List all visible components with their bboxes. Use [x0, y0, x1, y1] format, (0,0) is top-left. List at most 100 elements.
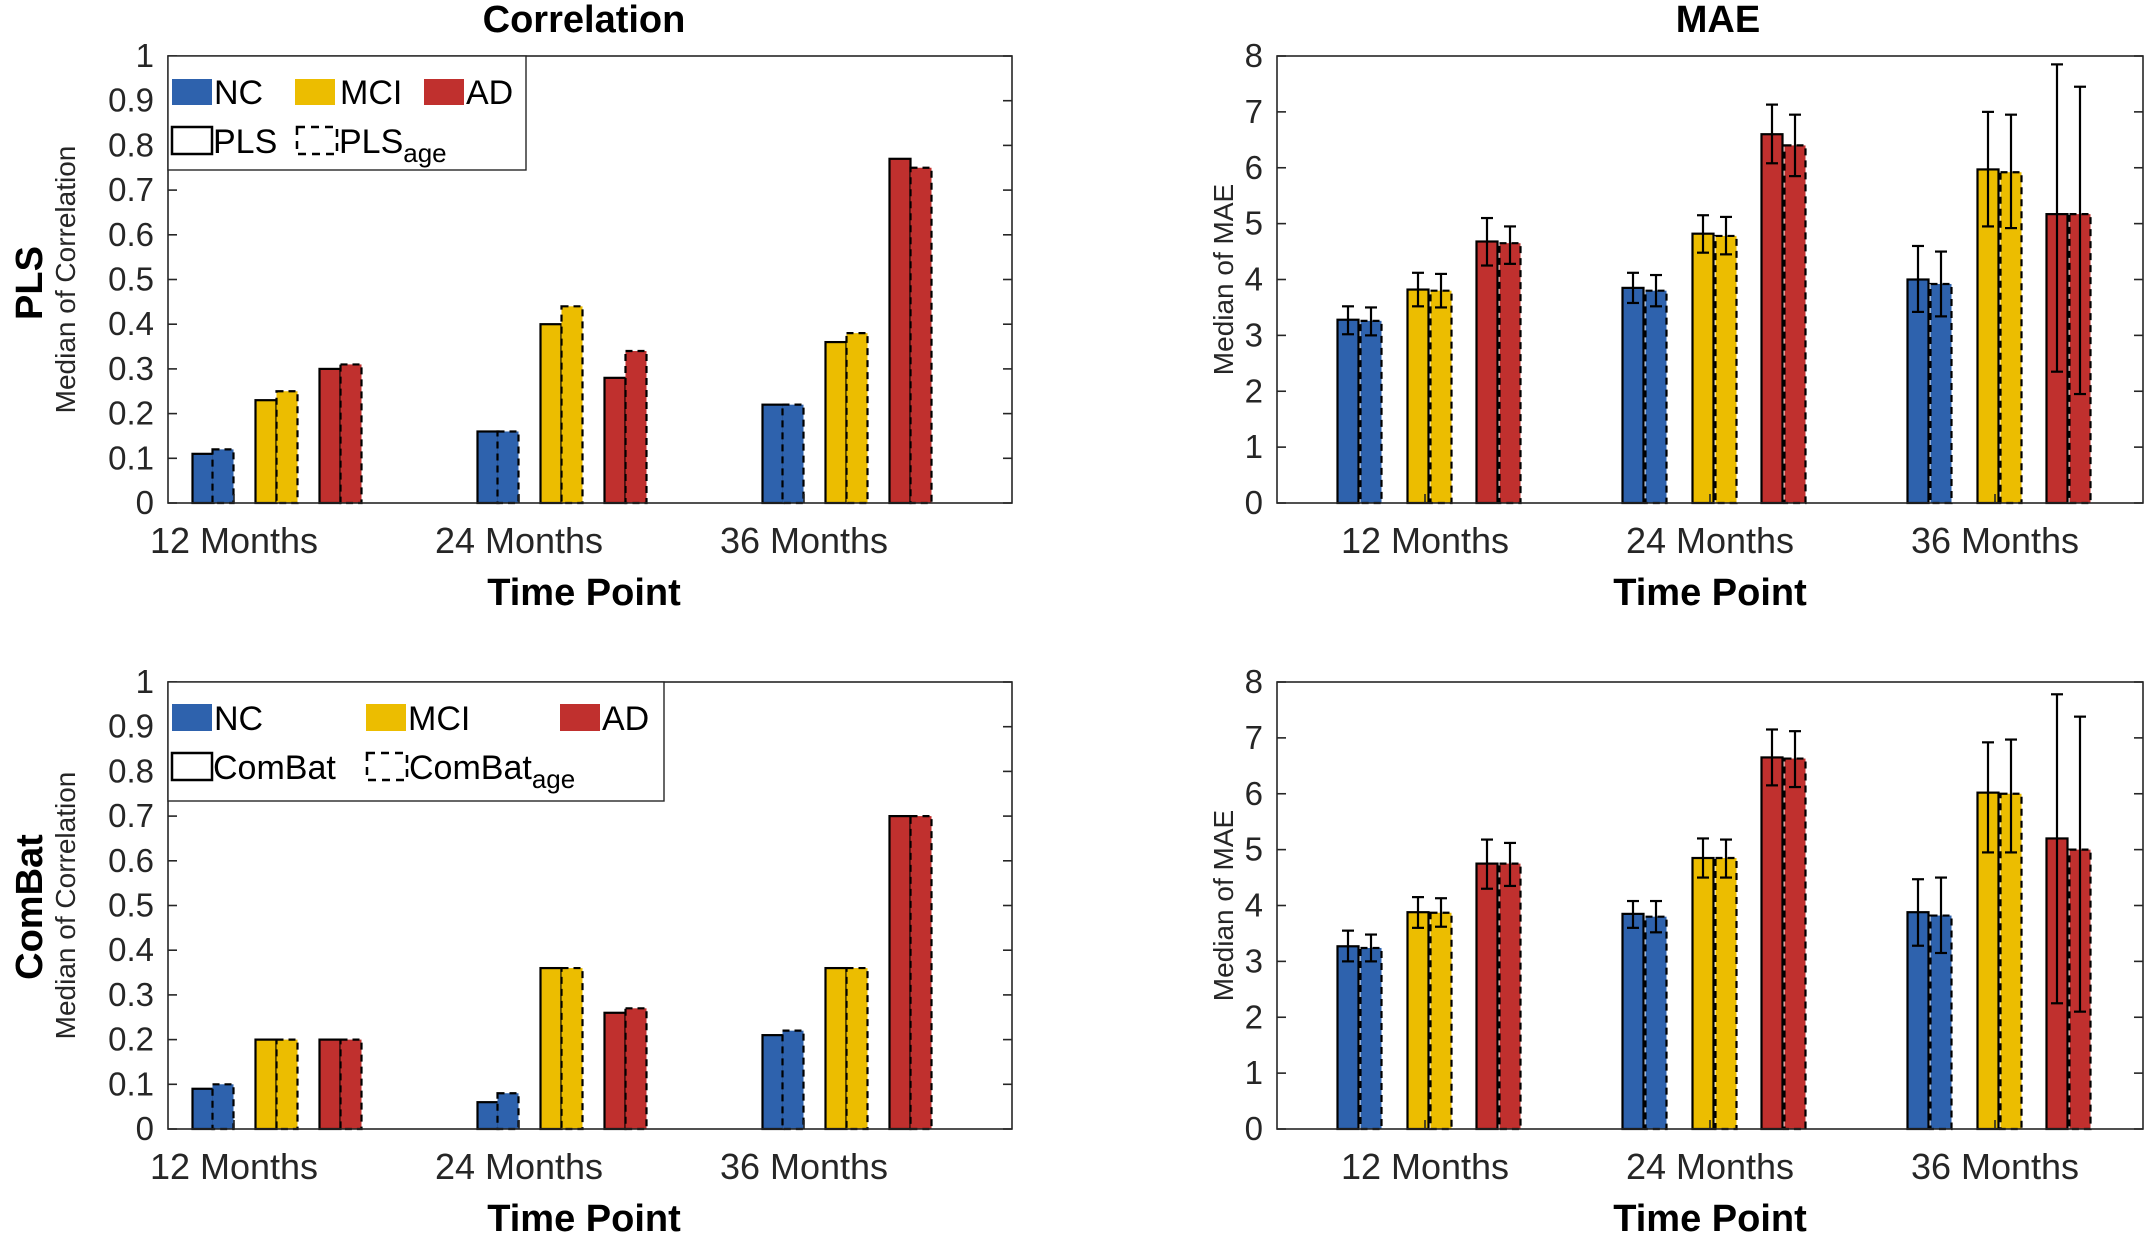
y-tick-label: 0	[1245, 484, 1263, 521]
bar-ad-solid-2	[1760, 756, 1784, 1131]
y-tick-label: 2	[1245, 998, 1263, 1035]
bar-mci-solid-2	[1691, 232, 1715, 505]
bar-mci-dashed-1	[275, 1038, 299, 1131]
y-axis-label: Median of Correlation	[50, 772, 81, 1040]
error-bar-mci-solid-1	[1412, 271, 1424, 308]
bar-mci-dashed-2	[1714, 856, 1738, 1131]
error-bar-mci-solid-2	[1697, 837, 1709, 879]
x-tick-label: 36 Months	[1911, 520, 2079, 561]
bar-nc-dashed-1	[211, 448, 235, 505]
error-bar-ad-dashed-2	[1789, 113, 1801, 178]
y-tick-label: 0.7	[108, 171, 154, 208]
y-tick-label: 0.5	[108, 887, 154, 924]
bar-nc-solid-3	[1906, 278, 1930, 505]
legend: NC MCI AD PLS PLSage	[167, 55, 527, 171]
bar-nc-dashed-3	[781, 403, 805, 505]
x-tick-label: 12 Months	[1341, 1146, 1509, 1187]
y-tick-label: 5	[1245, 205, 1263, 242]
legend-swatch-ad	[560, 704, 600, 731]
chart-combat-mae: 0 1 2 3 4 5 6 7 8 12 Months 24 Months 36 Months Me…	[1208, 663, 2144, 1235]
error-bar-nc-solid-1	[1342, 929, 1354, 963]
x-tick-label: 24 Months	[435, 1146, 603, 1187]
y-tick-label: 0.4	[108, 931, 154, 968]
bar-ad-solid-1	[318, 367, 342, 505]
bar-mci-dashed-1	[1429, 289, 1453, 505]
bar-ad-dashed-1	[339, 363, 363, 505]
error-bar-ad-dashed-1	[1504, 225, 1516, 265]
bar-ad-dashed-2	[624, 349, 648, 505]
bar-nc-dashed-2	[1644, 915, 1668, 1131]
bar-nc-solid-2	[476, 430, 500, 505]
y-tick-label: 0.9	[108, 82, 154, 119]
chart-pls-mae: 0 1 2 3 4 5 6 7 8 12 Months 24 Months 36 Months Me…	[1208, 37, 2144, 614]
legend-swatch-dashed	[365, 751, 409, 782]
error-bar-nc-dashed-3	[1935, 250, 1947, 318]
bar-mci-solid-2	[539, 966, 563, 1131]
bar-nc-dashed-1	[1359, 946, 1383, 1131]
bar-mci-solid-1	[254, 1038, 278, 1131]
bar-mci-solid-1	[1406, 288, 1430, 505]
bar-nc-dashed-1	[1359, 319, 1383, 505]
x-tick-label: 12 Months	[1341, 520, 1509, 561]
bar-ad-dashed-1	[1498, 242, 1522, 505]
bar-mci-solid-2	[539, 323, 563, 505]
error-bar-nc-solid-3	[1912, 244, 1924, 314]
column-title-correlation: Correlation	[483, 0, 686, 41]
bar-nc-dashed-1	[211, 1083, 235, 1131]
bar-nc-solid-1	[1336, 318, 1360, 505]
y-tick-label: 0.2	[108, 395, 154, 432]
y-tick-label: 3	[1245, 316, 1263, 353]
error-bar-mci-dashed-3	[2005, 113, 2017, 230]
bar-nc-dashed-2	[1644, 289, 1668, 505]
bar-nc-solid-1	[191, 1087, 215, 1131]
error-bar-ad-dashed-3	[2074, 715, 2086, 1013]
bar-nc-dashed-2	[496, 430, 520, 505]
legend-swatch-solid	[170, 751, 214, 782]
legend-label-nc: NC	[214, 74, 263, 112]
error-bar-ad-solid-3	[2051, 693, 2063, 1005]
bar-ad-dashed-1	[339, 1038, 363, 1131]
column-title-mae: MAE	[1676, 0, 1760, 41]
error-bar-nc-solid-3	[1912, 878, 1924, 947]
y-tick-label: 0.4	[108, 305, 154, 342]
row-label-pls: PLS	[9, 246, 51, 320]
legend-label-ad: AD	[466, 74, 513, 112]
error-bar-ad-solid-1	[1481, 838, 1493, 890]
bar-ad-solid-3	[888, 814, 912, 1131]
y-tick-label: 0.6	[108, 842, 154, 879]
legend-label-dashed: ComBatage	[409, 749, 575, 794]
y-tick-label: 1	[1245, 1054, 1263, 1091]
legend-swatch-mci	[295, 79, 335, 105]
bar-ad-dashed-2	[624, 1007, 648, 1131]
y-tick-label: 0	[1245, 1110, 1263, 1147]
error-bar-ad-solid-2	[1766, 103, 1778, 165]
y-tick-label: 0.1	[108, 439, 154, 476]
bar-nc-dashed-3	[781, 1029, 805, 1131]
bar-ad-solid-2	[603, 1011, 627, 1131]
legend-swatch-nc	[172, 704, 212, 731]
y-axis-label: Median of Correlation	[50, 146, 81, 414]
bar-ad-solid-2	[603, 376, 627, 505]
bar-ad-solid-1	[1475, 862, 1499, 1131]
bar-nc-solid-1	[1336, 945, 1360, 1131]
x-tick-label: 36 Months	[720, 520, 888, 561]
bar-ad-solid-3	[888, 157, 912, 505]
legend-label-solid: ComBat	[213, 749, 336, 787]
x-tick-label: 12 Months	[150, 1146, 318, 1187]
legend-label-mci: MCI	[340, 74, 402, 112]
y-tick-label: 7	[1245, 93, 1263, 130]
bar-ad-solid-2	[1760, 133, 1784, 505]
error-bar-mci-solid-1	[1412, 896, 1424, 929]
legend-label-mci: MCI	[408, 700, 470, 738]
y-tick-label: 0.5	[108, 261, 154, 298]
bar-ad-dashed-2	[1783, 757, 1807, 1131]
error-bar-mci-solid-3	[1982, 741, 1994, 854]
y-tick-label: 7	[1245, 719, 1263, 756]
y-tick-label: 0.8	[108, 126, 154, 163]
error-bar-nc-dashed-1	[1365, 306, 1377, 337]
chart-pls-correlation: 0 0.1 0.2 0.3 0.4 0.5 0.6 0.7 0.8 0.9 1 12 Months 2…	[50, 37, 1013, 614]
bar-nc-dashed-3	[1929, 282, 1953, 505]
error-bar-ad-dashed-2	[1789, 730, 1801, 789]
bar-mci-dashed-2	[560, 966, 584, 1131]
